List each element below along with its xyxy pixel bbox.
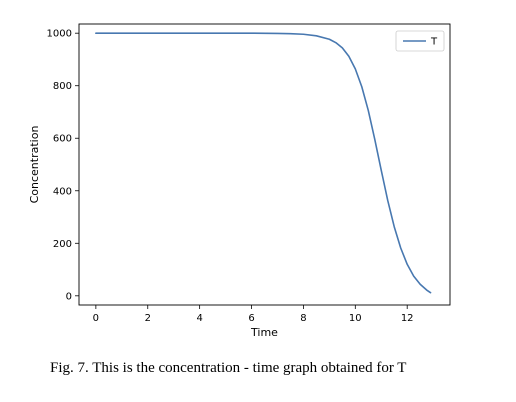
legend: T (395, 30, 445, 52)
y-tick-label: 0 (66, 291, 72, 302)
figure-caption: Fig. 7. This is the concentration - time… (50, 360, 407, 376)
x-tick-label: 2 (145, 313, 151, 324)
legend-label-T: T (430, 37, 438, 48)
x-tick-label: 0 (93, 313, 99, 324)
y-tick-label: 400 (53, 186, 72, 197)
y-tick-label: 1000 (47, 29, 72, 40)
x-tick-label: 8 (300, 313, 306, 324)
x-axis-label: Time (250, 326, 278, 339)
x-tick-label: 10 (349, 313, 362, 324)
x-axis-ticks: 0 2 4 6 8 10 12 (93, 305, 414, 324)
y-axis-label: Concentration (28, 126, 41, 204)
y-tick-label: 800 (53, 81, 72, 92)
plot-area-frame (78, 23, 451, 306)
x-tick-label: 12 (401, 313, 414, 324)
concentration-time-chart: 0 200 400 600 800 1000 0 2 4 6 8 10 12 Time Concent… (28, 23, 451, 339)
y-axis-ticks: 0 200 400 600 800 1000 (47, 29, 79, 302)
y-tick-label: 600 (53, 134, 72, 145)
y-tick-label: 200 (53, 239, 72, 250)
x-tick-label: 4 (196, 313, 202, 324)
x-tick-label: 6 (248, 313, 254, 324)
series-line-T (95, 32, 432, 294)
